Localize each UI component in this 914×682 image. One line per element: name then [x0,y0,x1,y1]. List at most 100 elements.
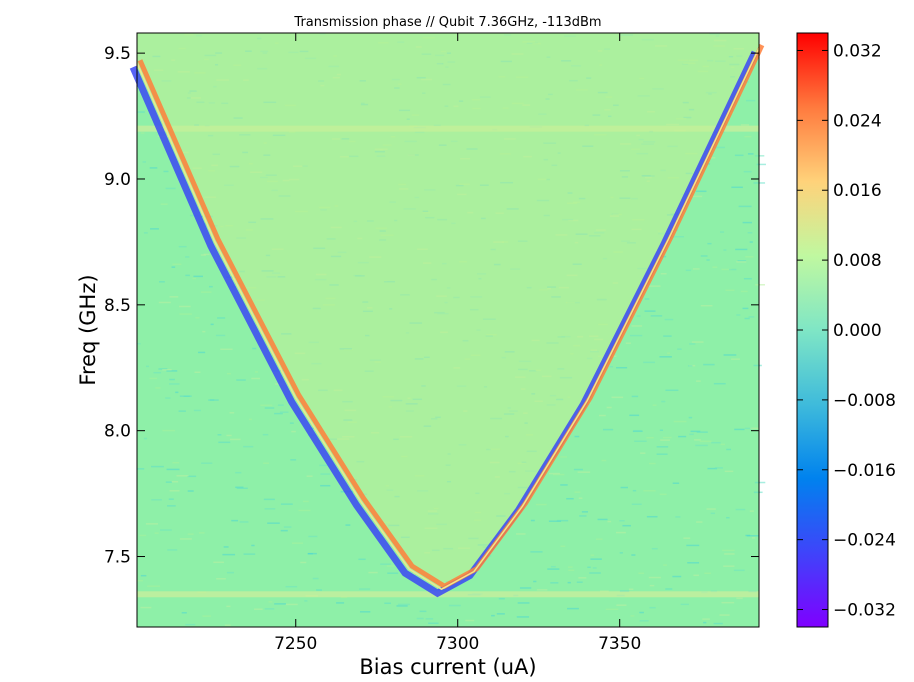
noise-streak [576,581,583,583]
y-tick-label: 7.5 [104,548,131,568]
noise-streak [643,490,656,492]
noise-streak [491,614,495,617]
noise-streak [672,235,685,238]
noise-streak [753,364,762,367]
noise-streak [264,407,275,409]
noise-streak [179,305,191,308]
noise-streak [251,377,261,380]
curve-positive-edge [137,44,765,590]
noise-streak [162,368,172,371]
noise-streak [735,248,748,251]
noise-streak [151,465,164,468]
noise-streak [714,467,723,469]
noise-streak [646,515,658,518]
noise-streak [298,509,311,512]
noise-streak [147,585,161,587]
noise-streak [289,422,294,424]
noise-streak [137,111,145,113]
noise-streak [320,484,331,487]
noise-streak [320,473,331,475]
noise-streak [731,186,743,189]
noise-streak [712,266,718,268]
noise-streak [267,522,280,524]
noise-streak [631,503,642,506]
noise-streak [216,578,226,580]
noise-streak [725,289,735,292]
noise-streak [533,580,537,583]
noise-streak [745,534,751,537]
noise-streak [193,409,201,412]
noise-streak [678,435,687,438]
noise-streak [140,574,147,577]
noise-streak [756,163,766,166]
noise-streak [723,354,737,356]
noise-streak [664,318,674,321]
x-axis-label: Bias current (uA) [359,655,536,679]
noise-streak [150,228,159,230]
noise-streak [620,486,628,489]
colorbar-ticks: 0.032 0.024 0.016 0.008 0.000 −0.008 −0.016 −0.… [797,41,896,621]
noise-streak [178,410,186,412]
noise-streak [601,459,607,462]
noise-streak [236,487,248,490]
noise-streak [210,323,214,326]
noise-streak [154,532,159,534]
noise-streak [706,508,716,510]
noise-streak [223,546,229,548]
noise-streak [220,348,233,351]
x-tick-label: 7350 [598,634,641,654]
noise-streak [750,427,760,430]
noise-streak [754,481,766,484]
noise-streak [590,554,595,556]
noise-streak [735,508,746,511]
noise-streak [536,589,548,591]
noise-streak [702,618,710,620]
noise-streak [578,497,583,499]
noise-streak [187,490,194,492]
colorbar-tick-label: −0.032 [833,601,896,621]
noise-streak [568,569,575,572]
noise-streak [416,617,424,620]
curve-negative-edge [129,50,759,598]
noise-streak [672,575,682,578]
noise-streak [644,310,656,312]
noise-streak [160,529,172,531]
noise-streak [663,564,668,566]
noise-streak [396,605,408,607]
noise-streak [279,411,289,413]
noise-streak [260,404,273,406]
noise-streak [651,547,658,550]
noise-streak [581,511,589,513]
noise-streak [724,553,735,555]
noise-streak [662,436,672,439]
noise-streak [590,558,602,560]
noise-streak [578,577,587,579]
noise-streak [179,313,192,315]
noise-streak [302,500,309,503]
y-tick-label: 9.5 [104,44,131,64]
noise-streak [659,493,667,496]
noise-streak [744,317,750,320]
noise-streak [643,361,656,364]
noise-streak [530,551,543,553]
noise-streak [748,316,755,318]
noise-streak [368,571,378,574]
noise-streak [567,566,573,568]
noise-streak [171,266,176,268]
noise-streak [169,296,179,298]
noise-streak [243,553,256,555]
noise-streak [703,621,707,624]
noise-streak [517,602,530,604]
noise-streak [169,383,180,385]
noise-streak [743,277,752,280]
noise-streak [690,195,703,198]
noise-streak [263,462,270,464]
noise-streak [218,441,231,444]
noise-streak [202,615,211,617]
y-tick-label: 8.5 [104,296,131,316]
noise-streak [629,414,640,417]
noise-streak [605,608,619,611]
noise-streak [202,330,206,333]
noise-streak [498,597,505,600]
noise-streak [587,566,591,569]
